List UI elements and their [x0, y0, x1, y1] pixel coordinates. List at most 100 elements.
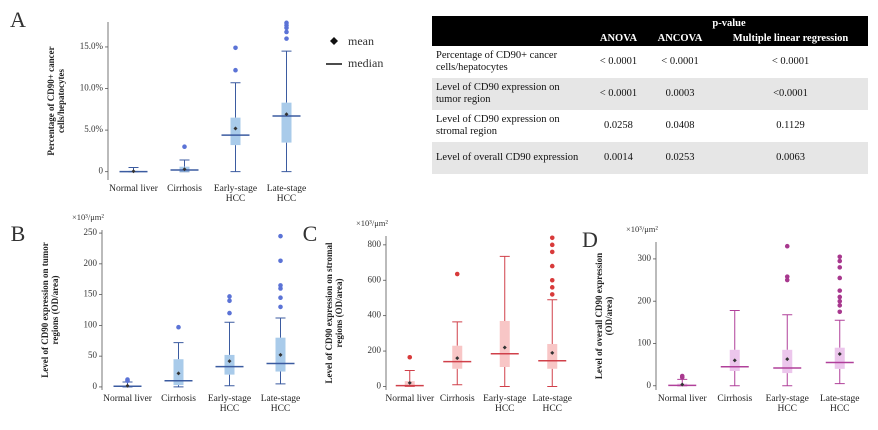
- panel-label: B: [11, 221, 26, 246]
- x-tick-label: Cirrhosis: [717, 394, 753, 404]
- table-cell: Level of overall CD90 expression: [432, 142, 590, 174]
- y-tick-label: 200: [638, 295, 652, 305]
- x-tick-label-box: Cirrhosis: [167, 184, 202, 194]
- whisker-high: [173, 342, 184, 360]
- mean: [407, 380, 412, 385]
- y-tick-label: 250: [84, 227, 98, 237]
- outlier: [176, 324, 181, 330]
- mean: [233, 126, 238, 131]
- outlier: [837, 298, 843, 304]
- table-cell: Level of CD90 expression on tumor region: [432, 78, 590, 110]
- y-tick-label: 15.0%: [80, 41, 104, 51]
- x-tick-label-box: Early-stage HCC: [765, 394, 809, 414]
- mean: [837, 352, 842, 357]
- whisker-high: [547, 299, 558, 344]
- outlier: [454, 271, 460, 277]
- x-tick-label: Cirrhosis: [161, 394, 196, 404]
- y-axis-title-box: Level of CD90 expression on stromal regi…: [324, 242, 344, 384]
- y-tick-label: 0: [377, 381, 382, 391]
- outlier: [284, 20, 289, 26]
- table-cell: 0.0063: [713, 142, 868, 174]
- x-tick-label: Normal liver: [657, 394, 707, 404]
- mean: [284, 112, 289, 117]
- mean: [550, 350, 555, 355]
- box: [499, 320, 510, 367]
- outlier: [837, 275, 843, 281]
- y-tick-label: 800: [368, 239, 382, 249]
- outlier: [837, 254, 843, 260]
- outlier: [549, 277, 555, 283]
- y-axis-title-box: Level of overall CD90 expression (OD/are…: [594, 252, 614, 380]
- outlier: [278, 283, 283, 288]
- whisker-high: [452, 321, 463, 346]
- x-tick-label-box: Cirrhosis: [161, 394, 196, 404]
- outlier: [784, 277, 790, 283]
- y-tick-label: 0: [93, 381, 98, 391]
- x-tick-label: Cirrhosis: [167, 184, 202, 194]
- y-tick-label: 10.0%: [80, 83, 104, 93]
- whisker-high: [224, 321, 235, 355]
- outlier: [227, 294, 232, 299]
- outlier: [227, 298, 232, 304]
- outlier: [227, 310, 232, 316]
- x-tick-label-box: Normal liver: [657, 394, 707, 404]
- whisker-high: [782, 314, 793, 350]
- x-tick-label: Early-stage HCC: [765, 394, 809, 414]
- y-tick-label: 400: [368, 310, 382, 320]
- outlier: [278, 304, 283, 310]
- x-tick-label-box: Late-stage HCC: [532, 394, 572, 414]
- y-axis-title-box: Percentage of CD90+ cancer cells/hepatoc…: [46, 46, 66, 155]
- outlier: [549, 292, 555, 297]
- unit-label: ×10³/μm²: [626, 224, 658, 234]
- y-axis-title: Level of CD90 expression on stromal regi…: [324, 242, 344, 384]
- whisker-low: [281, 142, 292, 173]
- panel-label: C: [303, 221, 318, 246]
- outlier: [549, 263, 555, 269]
- table-cell: < 0.0001: [599, 56, 638, 67]
- whisker-high: [275, 317, 286, 338]
- p-value-table: p-value ANOVA ANCOVA Multiple linear regre…: [432, 16, 868, 174]
- box: [281, 102, 292, 143]
- outlier: [679, 373, 685, 379]
- panel-label: D: [582, 227, 598, 252]
- table-corner: [432, 31, 590, 46]
- outlier: [182, 144, 187, 150]
- table-cell: Percentage of CD90+ cancer cells/hepatoc…: [436, 50, 558, 73]
- whisker-high: [729, 310, 740, 350]
- x-tick-label: Normal liver: [103, 394, 152, 404]
- x-tick-label-box: Late-stage HCC: [266, 184, 307, 204]
- x-tick-label: Late-stage HCC: [266, 184, 307, 204]
- x-tick-label-box: Normal liver: [109, 184, 158, 194]
- outlier: [125, 377, 130, 382]
- mean: [785, 357, 790, 362]
- y-axis-title: Level of overall CD90 expression (OD/are…: [594, 252, 614, 380]
- box: [834, 347, 845, 369]
- whisker-high: [834, 319, 845, 348]
- outlier: [837, 303, 843, 308]
- y-axis-title: Level of CD90 expression on tumor region…: [40, 242, 60, 378]
- legend-mean-symbol: [330, 37, 338, 45]
- mean: [278, 352, 283, 357]
- column-header: Multiple linear regression: [713, 31, 868, 46]
- column-header: ANCOVA: [646, 31, 714, 46]
- box: [230, 117, 241, 146]
- table-row: Level of overall CD90 expression 0.0014 0.…: [432, 142, 868, 174]
- outlier: [549, 285, 555, 290]
- whisker-high: [499, 255, 510, 321]
- outlier: [233, 67, 238, 73]
- whisker-low: [452, 368, 463, 386]
- outlier: [837, 288, 843, 293]
- mean: [125, 383, 130, 388]
- x-tick-label: Late-stage HCC: [260, 394, 301, 414]
- whisker-low: [230, 145, 241, 173]
- outlier: [549, 235, 555, 241]
- outlier: [784, 243, 790, 249]
- x-tick-label: Normal liver: [385, 394, 435, 404]
- table-cell: < 0.0001: [661, 56, 699, 67]
- table-cell: < 0.0001: [590, 78, 647, 110]
- whisker-high: [281, 50, 292, 103]
- outlier: [549, 242, 555, 248]
- box: [782, 349, 793, 374]
